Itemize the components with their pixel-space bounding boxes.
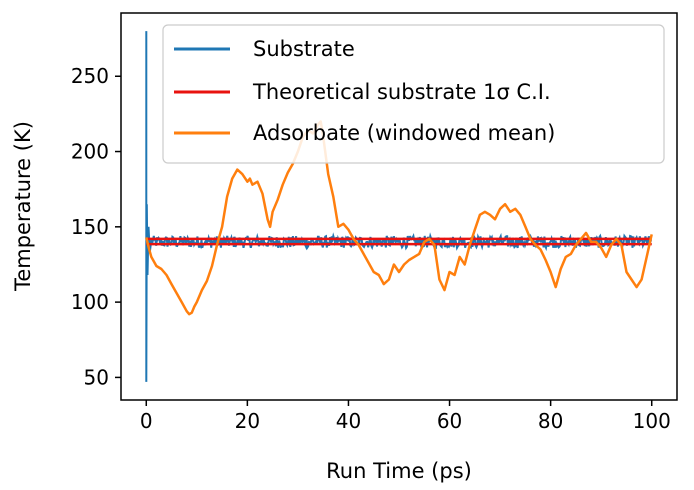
legend-frame: [162, 24, 665, 164]
y-tick-label: 100: [71, 290, 109, 314]
y-tick-label: 250: [71, 64, 109, 88]
ticks-layer: 0 20 40 60 80 100 50 100 150 200 250: [71, 64, 671, 433]
x-tick-label: 20: [235, 409, 260, 433]
plot-frame: [120, 12, 678, 401]
x-tick-label: 40: [336, 409, 361, 433]
y-tick-label: 150: [71, 215, 109, 239]
x-tick-label: 0: [140, 409, 153, 433]
legend: Substrate Theoretical substrate 1σ C.I. Ad…: [162, 24, 665, 164]
legend-label: Theoretical substrate 1σ C.I.: [252, 80, 551, 104]
y-tick-label: 50: [84, 365, 109, 389]
x-tick-label: 60: [437, 409, 462, 433]
legend-label: Substrate: [253, 37, 355, 61]
x-tick-label: 100: [633, 409, 671, 433]
legend-label: Adsorbate (windowed mean): [253, 121, 555, 145]
x-axis-label: Run Time (ps): [326, 459, 472, 483]
y-tick-label: 200: [71, 140, 109, 164]
series-layer: [145, 31, 653, 382]
series-adsorbate-line: [145, 120, 653, 316]
y-axis-label: Temperature (K): [11, 121, 35, 292]
x-tick-label: 80: [538, 409, 563, 433]
